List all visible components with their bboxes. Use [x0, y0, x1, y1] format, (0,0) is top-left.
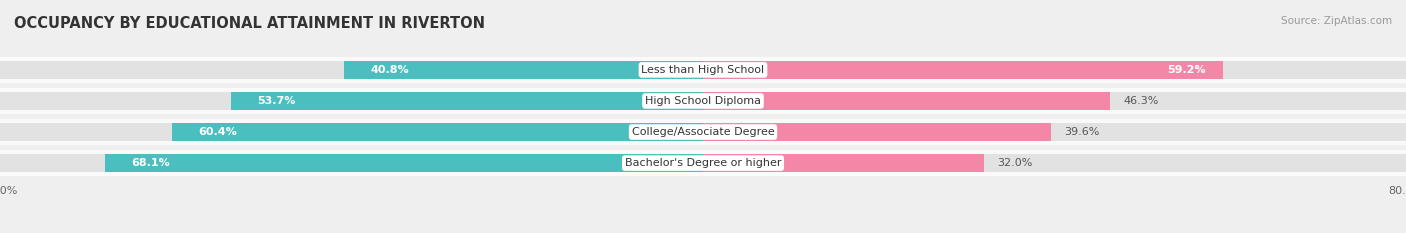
- Text: Less than High School: Less than High School: [641, 65, 765, 75]
- Text: OCCUPANCY BY EDUCATIONAL ATTAINMENT IN RIVERTON: OCCUPANCY BY EDUCATIONAL ATTAINMENT IN R…: [14, 16, 485, 31]
- Text: 46.3%: 46.3%: [1123, 96, 1159, 106]
- Bar: [703, 154, 1406, 172]
- Bar: [0, 88, 1406, 114]
- Text: 59.2%: 59.2%: [1167, 65, 1206, 75]
- Bar: [0, 57, 1406, 83]
- Text: College/Associate Degree: College/Associate Degree: [631, 127, 775, 137]
- Text: 32.0%: 32.0%: [997, 158, 1033, 168]
- Bar: [231, 92, 703, 110]
- Bar: [0, 150, 1406, 176]
- Bar: [703, 61, 1406, 79]
- Bar: [0, 119, 1406, 145]
- Bar: [703, 61, 1223, 79]
- Text: Source: ZipAtlas.com: Source: ZipAtlas.com: [1281, 16, 1392, 26]
- Text: Bachelor's Degree or higher: Bachelor's Degree or higher: [624, 158, 782, 168]
- Bar: [703, 92, 1109, 110]
- Bar: [703, 123, 1406, 141]
- Bar: [0, 154, 703, 172]
- Bar: [703, 123, 1052, 141]
- Bar: [173, 123, 703, 141]
- Bar: [703, 92, 1406, 110]
- Text: 68.1%: 68.1%: [131, 158, 170, 168]
- Bar: [104, 154, 703, 172]
- Text: 53.7%: 53.7%: [257, 96, 295, 106]
- Bar: [0, 61, 703, 79]
- Bar: [703, 154, 984, 172]
- Bar: [0, 92, 703, 110]
- Text: High School Diploma: High School Diploma: [645, 96, 761, 106]
- Bar: [344, 61, 703, 79]
- Text: 40.8%: 40.8%: [371, 65, 409, 75]
- Text: 60.4%: 60.4%: [198, 127, 238, 137]
- Bar: [0, 123, 703, 141]
- Text: 39.6%: 39.6%: [1064, 127, 1099, 137]
